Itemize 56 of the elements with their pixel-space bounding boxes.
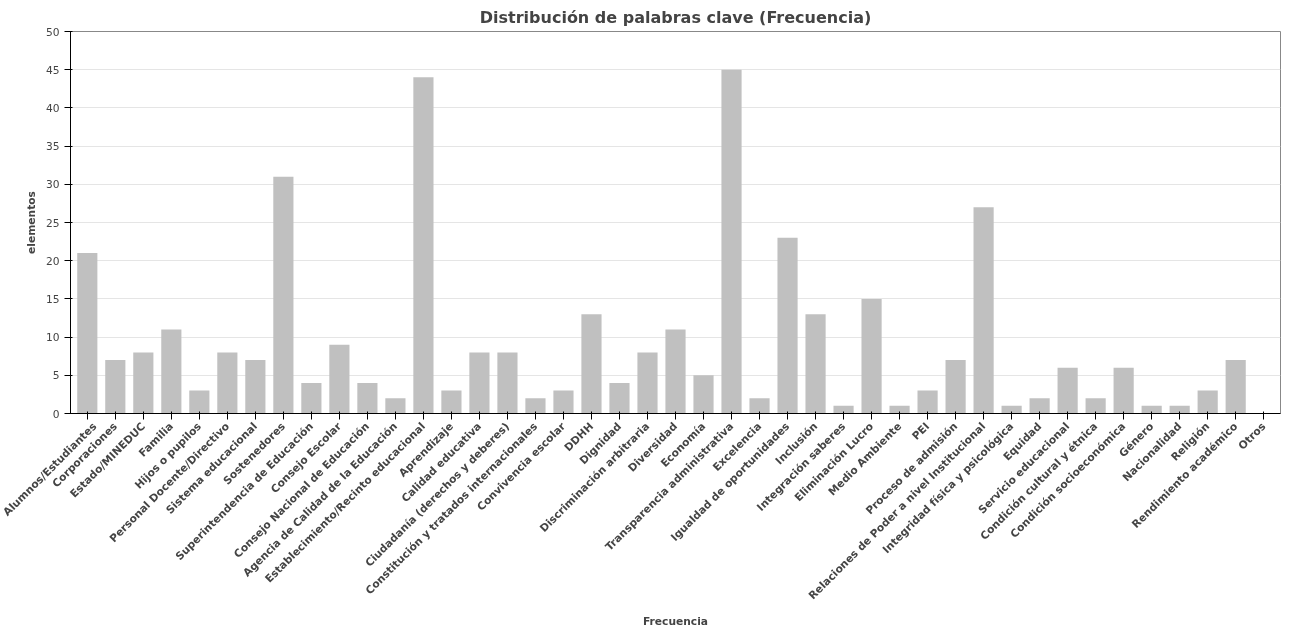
bar (805, 314, 826, 414)
bar (665, 329, 686, 414)
bar (581, 314, 602, 414)
bar (77, 253, 98, 414)
bar (917, 390, 938, 414)
bar (441, 390, 462, 414)
bar (693, 375, 714, 414)
y-tick-label: 25 (45, 216, 60, 230)
bar (525, 398, 546, 414)
bar (385, 398, 406, 414)
bar (1169, 405, 1190, 414)
bar (1029, 398, 1050, 414)
bar (637, 352, 658, 414)
x-axis-title: Frecuencia (643, 614, 708, 628)
bar (161, 329, 182, 414)
bar (217, 352, 238, 414)
y-tick-label: 5 (52, 369, 60, 383)
bar (273, 176, 294, 414)
bar (777, 237, 798, 414)
bar (609, 382, 630, 414)
y-axis-title: elementos (24, 191, 38, 254)
bar (413, 77, 434, 414)
bar (1057, 367, 1078, 414)
y-tick-label: 35 (45, 140, 60, 154)
bar (1001, 405, 1022, 414)
bar (1225, 360, 1246, 414)
bar (329, 344, 350, 414)
bar (469, 352, 490, 414)
bar (1141, 405, 1162, 414)
bar (1085, 398, 1106, 414)
bar (749, 398, 770, 414)
bar (105, 360, 126, 414)
bar (721, 69, 742, 414)
bar (1197, 390, 1218, 414)
y-tick-label: 0 (52, 407, 60, 421)
bar (133, 352, 154, 414)
bar (553, 390, 574, 414)
y-tick-label: 50 (45, 25, 60, 39)
bar (861, 298, 882, 414)
bar (833, 405, 854, 414)
bar (497, 352, 518, 414)
chart-title: Distribución de palabras clave (Frecuencia) (479, 7, 872, 27)
y-tick-label: 10 (45, 331, 60, 345)
y-tick-label: 15 (45, 292, 60, 306)
bar (945, 360, 966, 414)
bar (1113, 367, 1134, 414)
bar (889, 405, 910, 414)
y-tick-label: 40 (45, 101, 60, 115)
bar (357, 382, 378, 414)
bar (245, 360, 266, 414)
y-tick-label: 20 (45, 254, 60, 268)
bar (189, 390, 210, 414)
y-tick-label: 30 (45, 178, 60, 192)
bar (301, 382, 322, 414)
bar (973, 207, 994, 414)
y-tick-label: 45 (45, 63, 60, 77)
